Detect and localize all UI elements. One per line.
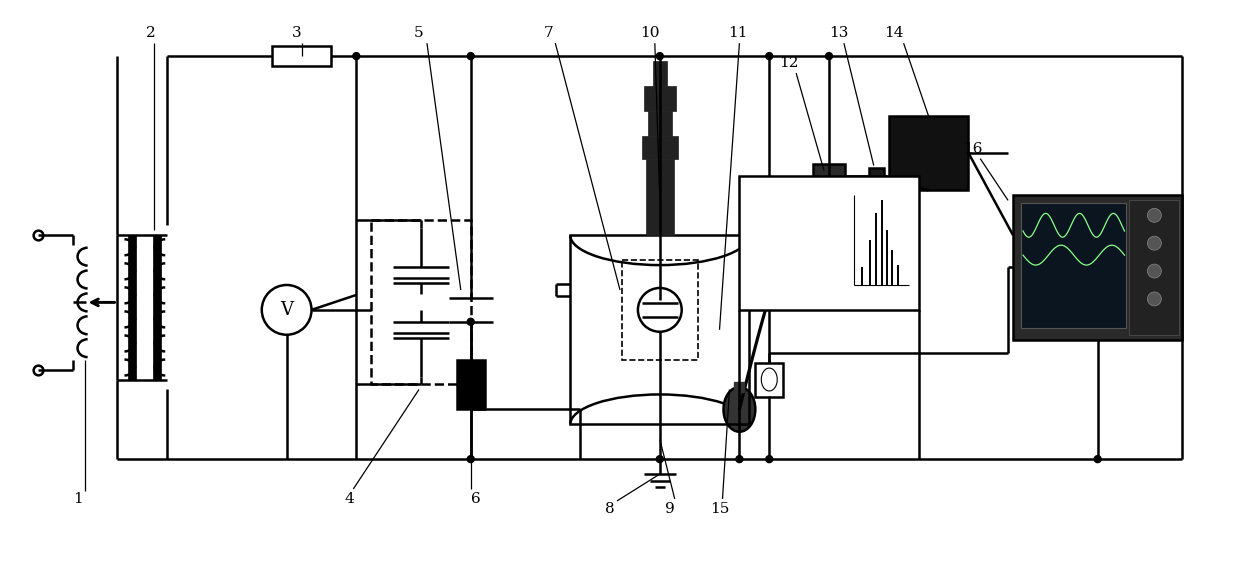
Text: 16: 16	[963, 142, 983, 156]
Bar	[647, 111, 672, 136]
Circle shape	[826, 53, 832, 59]
Circle shape	[656, 53, 663, 59]
Text: 1: 1	[73, 492, 83, 506]
Circle shape	[467, 53, 474, 59]
Bar	[570, 235, 749, 424]
Bar	[456, 359, 485, 409]
Text: 5: 5	[414, 26, 424, 40]
Text: 3: 3	[291, 26, 301, 40]
Bar	[622, 260, 698, 359]
Bar	[869, 168, 884, 183]
Text: 13: 13	[830, 26, 848, 40]
Text: 15: 15	[709, 502, 729, 516]
Text: 6: 6	[471, 492, 481, 506]
Circle shape	[1147, 292, 1162, 306]
Circle shape	[1094, 456, 1101, 462]
Bar	[154, 235, 161, 380]
Bar	[889, 116, 968, 190]
Text: 11: 11	[728, 26, 748, 40]
Bar	[652, 61, 667, 86]
Bar	[755, 363, 784, 397]
Circle shape	[766, 456, 773, 462]
Text: 14: 14	[884, 26, 904, 40]
Bar	[129, 235, 136, 380]
Text: 2: 2	[145, 26, 155, 40]
Circle shape	[1147, 236, 1162, 250]
Bar	[642, 136, 678, 158]
Circle shape	[766, 53, 773, 59]
Circle shape	[1147, 264, 1162, 278]
Bar	[1021, 203, 1126, 328]
Text: V: V	[280, 301, 293, 319]
Circle shape	[656, 456, 663, 462]
Text: 10: 10	[640, 26, 660, 40]
Bar	[272, 46, 331, 66]
Ellipse shape	[723, 387, 755, 432]
Circle shape	[1147, 208, 1162, 222]
Bar	[646, 158, 673, 235]
Bar	[739, 175, 919, 310]
Bar	[1130, 200, 1179, 335]
Circle shape	[467, 456, 474, 462]
Text: 12: 12	[780, 56, 799, 70]
Bar	[371, 220, 471, 384]
Text: 8: 8	[605, 502, 615, 516]
Bar	[644, 86, 676, 111]
Text: 7: 7	[543, 26, 553, 40]
Circle shape	[353, 53, 360, 59]
Circle shape	[467, 318, 474, 325]
Bar	[813, 164, 844, 187]
Text: 9: 9	[665, 502, 675, 516]
Bar	[1013, 195, 1182, 340]
Circle shape	[735, 456, 743, 462]
Text: 4: 4	[345, 492, 355, 506]
